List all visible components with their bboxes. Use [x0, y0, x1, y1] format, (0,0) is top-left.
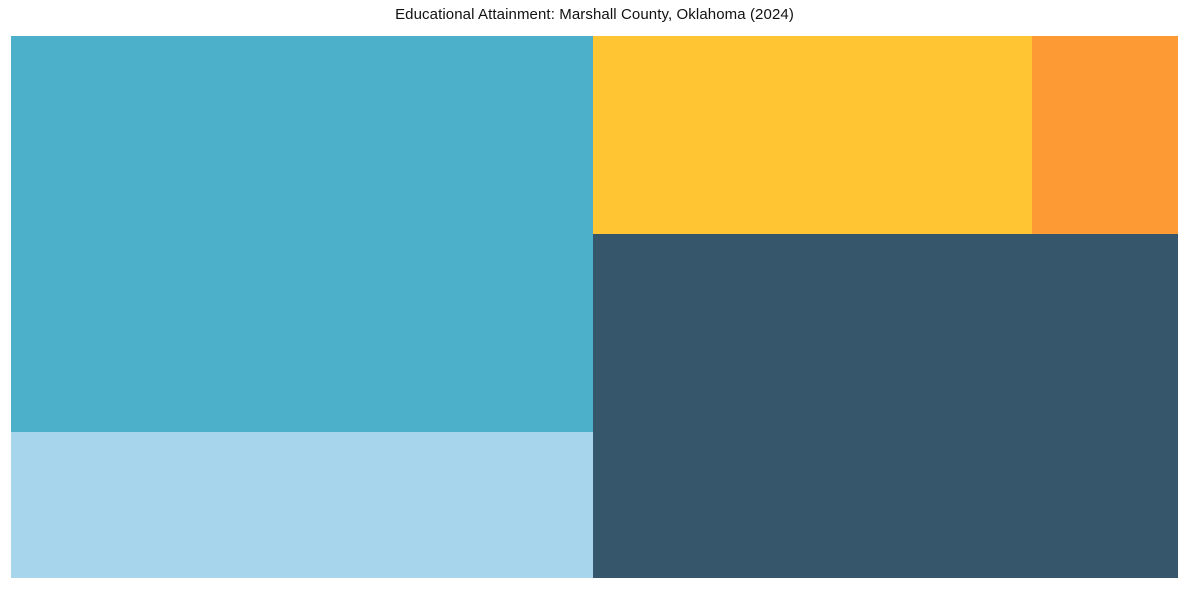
tile-associates-degree[interactable]: Associate's degree: [11, 432, 593, 578]
tile-some-college-no-degree[interactable]: Some college, no degree: [593, 234, 1178, 578]
tile-bachelors-degree[interactable]: Bachelor's degree: [593, 36, 1032, 234]
tile-high-school-graduate[interactable]: High school graduate (includes equivalen…: [11, 36, 593, 432]
treemap-plot-area: High school graduate (includes equivalen…: [11, 36, 1178, 578]
page-title: Educational Attainment: Marshall County,…: [395, 6, 794, 23]
tile-less-than-high-school[interactable]: Less than high school diploma: [1032, 36, 1178, 234]
